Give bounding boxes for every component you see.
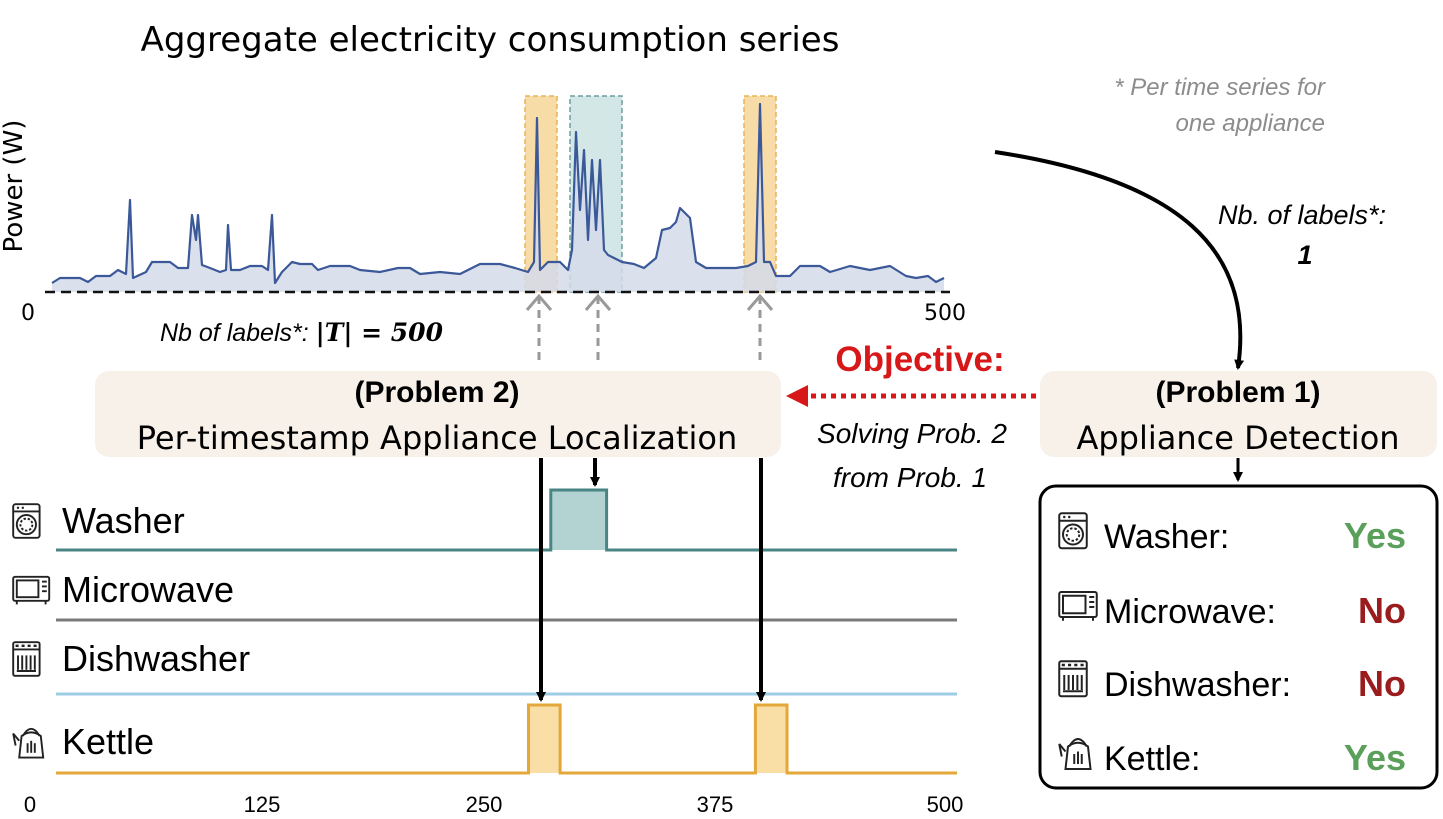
result-value-2: No [1358,663,1406,704]
aggregate-series-line [51,102,945,285]
bottom-tick-0: 0 [24,792,36,817]
result-value-0: Yes [1344,515,1406,556]
grey-arrows [525,293,774,365]
chart-x-start: 0 [21,301,35,326]
bottom-axis-ticks: 0 125 250 375 500 [24,792,963,817]
activation-fill-kettle [755,705,788,773]
microwave-icon [1058,591,1098,621]
labels-count-note: Nb of labels*: |T| = 500 [160,318,444,347]
kettle-highlight-box-1 [524,95,558,293]
appliance-label-kettle: Kettle [62,721,154,762]
footnote-line-2: one appliance [1176,110,1325,137]
kettle-icon [12,727,45,759]
result-value-3: Yes [1344,737,1406,778]
curved-arrow-to-problem1 [994,150,1245,370]
problem1-box [1040,371,1437,457]
problem2-subtitle: Per-timestamp Appliance Localization [137,419,737,457]
kettle-icon [1058,738,1092,770]
dishwasher-icon [12,641,41,677]
aggregate-series-area [52,104,944,292]
appliance-label-dishwasher: Dishwasher [62,638,250,679]
result-label-0: Washer: [1104,518,1229,556]
power-axis-label: Power (W) [0,120,29,253]
track-washer [56,488,957,552]
detection-results-list: Washer: Yes Microwave: No Dishwasher: No Kettl… [1058,512,1406,778]
appliance-labels: Washer Microwave Dishwasher Kettle [12,500,250,762]
appliance-tracks [56,488,957,775]
problem1-labels-line-2: 1 [1297,240,1312,270]
washer-icon [1058,512,1088,550]
bottom-tick-375: 375 [697,792,734,817]
result-label-2: Dishwasher: [1104,666,1291,704]
result-label-3: Kettle: [1104,740,1200,778]
problem2-title: (Problem 2) [354,376,519,409]
dishwasher-icon [1058,660,1088,698]
objective-line-1: Solving Prob. 2 [817,418,1007,449]
objective-line-2: from Prob. 1 [833,462,987,493]
problem2-box [95,371,781,457]
activation-fill-washer [550,490,607,550]
washer-icon [12,503,41,539]
footnote-line-1: * Per time series for [1114,74,1326,101]
problem1-labels-line-1: Nb. of labels*: [1218,200,1386,230]
appliance-label-microwave: Microwave [62,569,234,610]
detection-results-box [1038,484,1439,790]
objective-label: Objective: [835,340,1004,379]
localization-arrows [536,458,766,702]
problem1-subtitle: Appliance Detection [1076,419,1399,457]
result-label-1: Microwave: [1104,593,1276,631]
activation-fill-kettle [528,705,561,773]
bottom-tick-500: 500 [927,792,964,817]
chart-title: Aggregate electricity consumption series [141,20,840,60]
bottom-tick-125: 125 [244,792,281,817]
problem1-title: (Problem 1) [1155,376,1320,409]
chart-x-end: 500 [924,301,966,326]
track-kettle [56,703,957,775]
microwave-icon [12,575,51,605]
appliance-label-washer: Washer [62,500,185,541]
result-value-1: No [1358,590,1406,631]
bottom-tick-250: 250 [466,792,503,817]
